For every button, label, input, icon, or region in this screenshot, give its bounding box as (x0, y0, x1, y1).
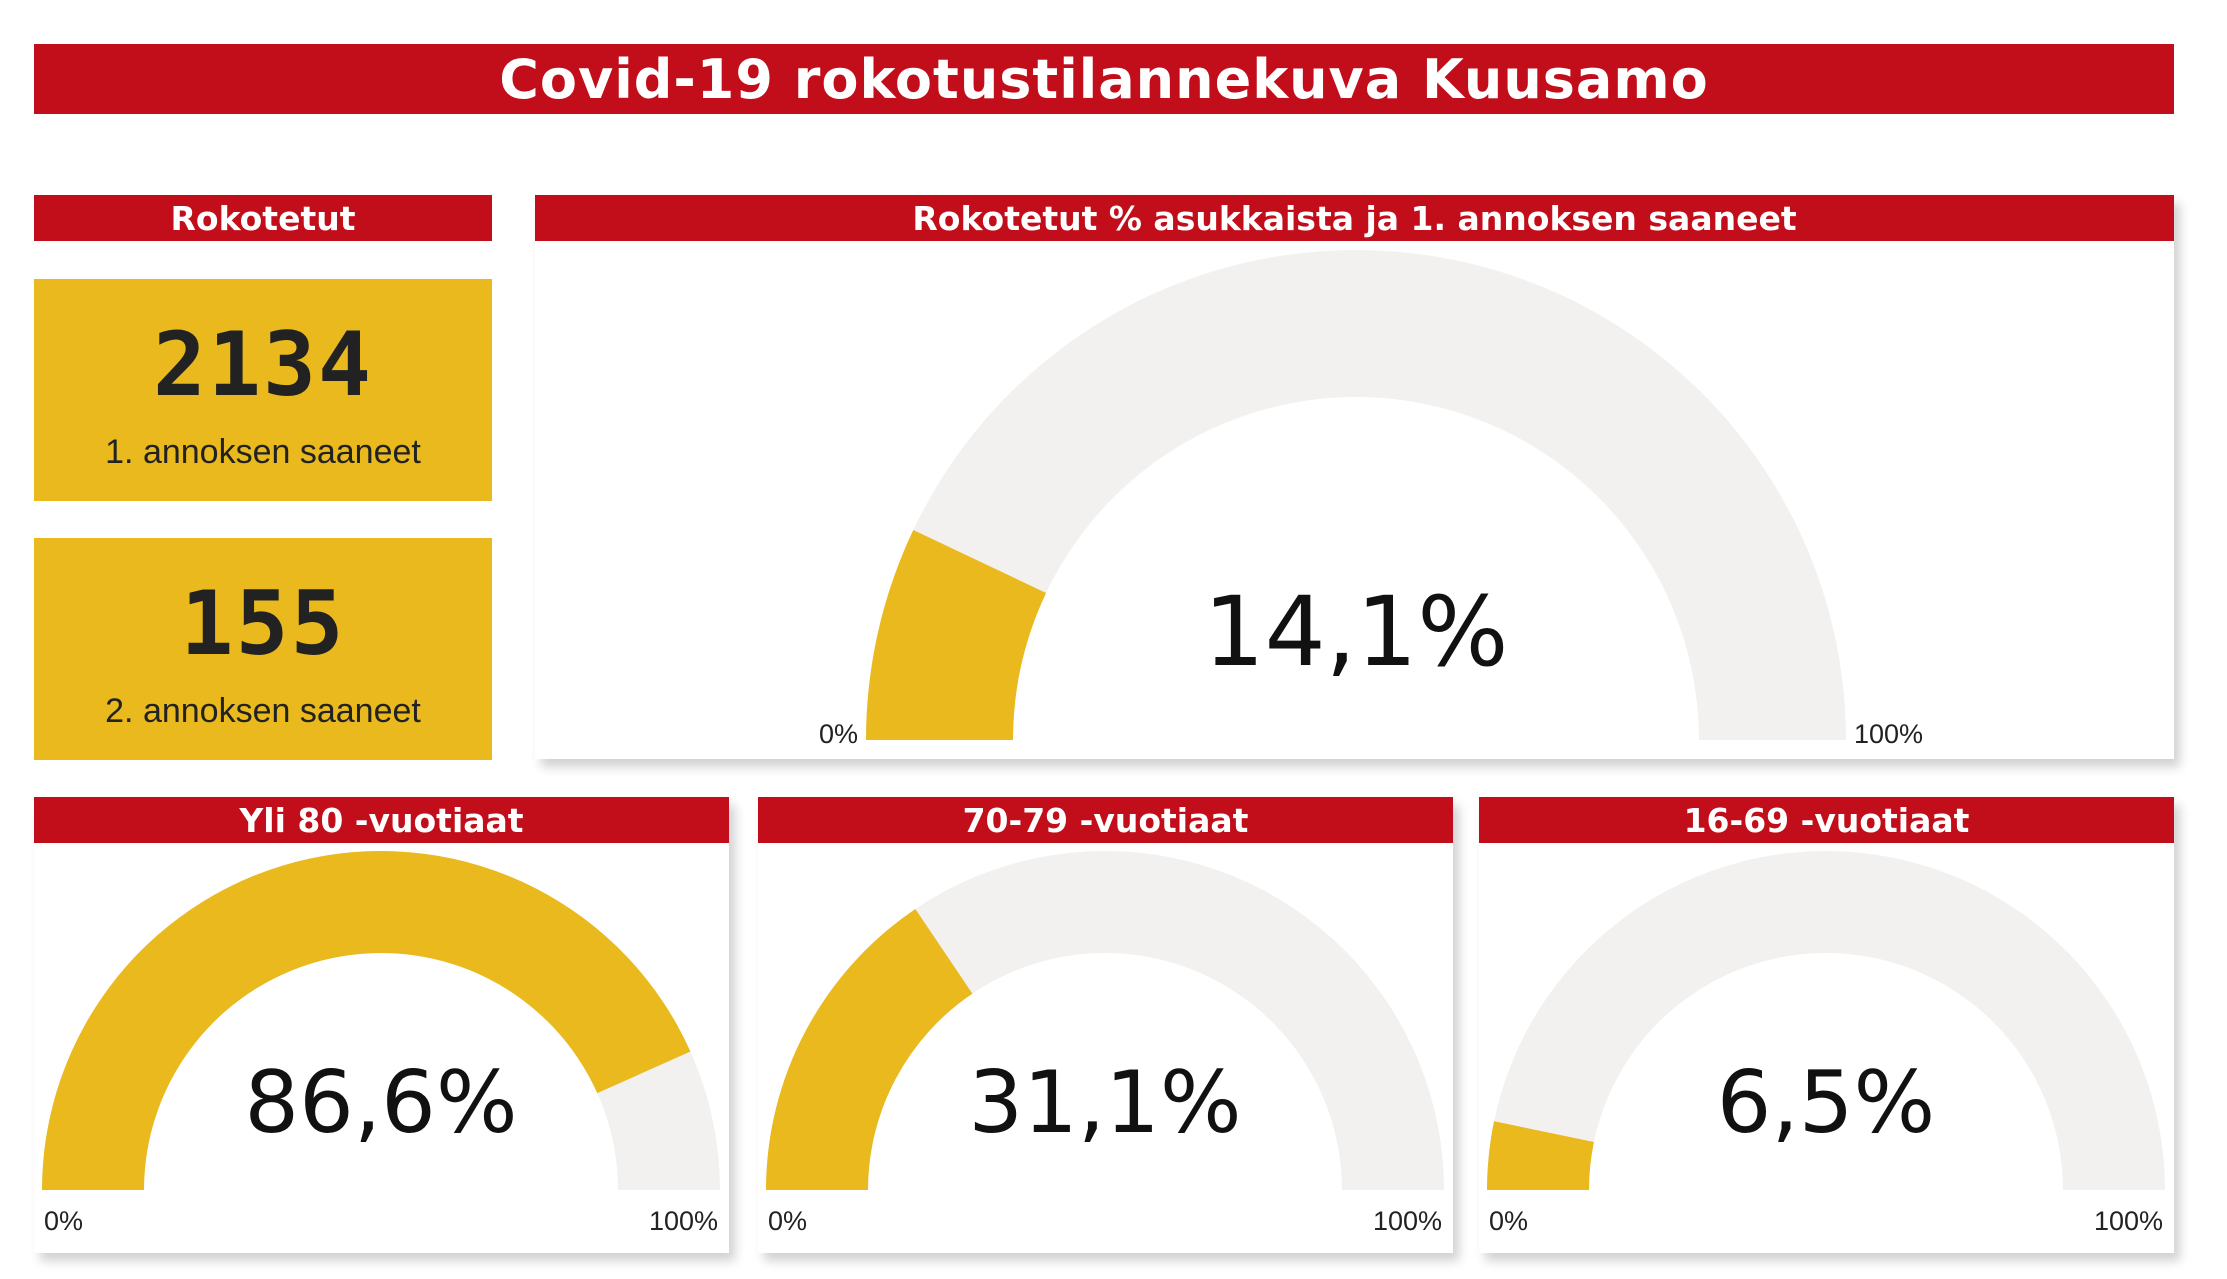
kpi-value: 2134 (153, 313, 373, 416)
gauge-panel-16-69: 16-69 -vuotiaat 6,5% 0% 100% (1479, 797, 2174, 1253)
gauge-title: 70-79 -vuotiaat (758, 797, 1453, 843)
gauge-min-label: 0% (1489, 1206, 1528, 1236)
gauge-min-label: 0% (819, 719, 858, 749)
gauge-panel-80plus: Yli 80 -vuotiaat 86,6% 0% 100% (34, 797, 729, 1253)
gauge-fill (42, 850, 691, 1190)
gauge-fill (766, 909, 973, 1190)
gauge-max-label: 100% (1854, 719, 1923, 749)
gauge-value-label: 31,1% (968, 1053, 1241, 1153)
gauge-track (866, 250, 1846, 740)
kpi-label: 2. annoksen saaneet (105, 692, 421, 730)
gauge-fill (866, 529, 1047, 740)
gauge-fill (1487, 1121, 1594, 1190)
kpi-value: 155 (180, 572, 346, 675)
kpi-label: 1. annoksen saaneet (105, 433, 421, 471)
kpi-panel-header: Rokotetut (34, 195, 492, 241)
gauge-title: Rokotetut % asukkaista ja 1. annoksen sa… (535, 195, 2174, 241)
gauge-max-label: 100% (1373, 1206, 1442, 1236)
kpi-card-second-dose: 155 2. annoksen saaneet (34, 538, 492, 760)
gauge-value-label: 86,6% (244, 1053, 517, 1153)
gauge-min-label: 0% (768, 1206, 807, 1236)
kpi-card-first-dose: 2134 1. annoksen saaneet (34, 279, 492, 501)
gauge-track (766, 851, 1444, 1190)
gauge-panel-total: Rokotetut % asukkaista ja 1. annoksen sa… (535, 195, 2174, 759)
gauge-min-label: 0% (44, 1206, 83, 1236)
gauge-title: Yli 80 -vuotiaat (34, 797, 729, 843)
gauge-value-label: 6,5% (1717, 1053, 1936, 1153)
gauge-title: 16-69 -vuotiaat (1479, 797, 2174, 843)
gauge-panel-70-79: 70-79 -vuotiaat 31,1% 0% 100% (758, 797, 1453, 1253)
gauge-max-label: 100% (2094, 1206, 2163, 1236)
gauge-track (1487, 851, 2165, 1190)
page-title: Covid-19 rokotustilannekuva Kuusamo (34, 44, 2174, 114)
gauge-max-label: 100% (649, 1206, 718, 1236)
gauge-value-label: 14,1% (1204, 576, 1509, 688)
